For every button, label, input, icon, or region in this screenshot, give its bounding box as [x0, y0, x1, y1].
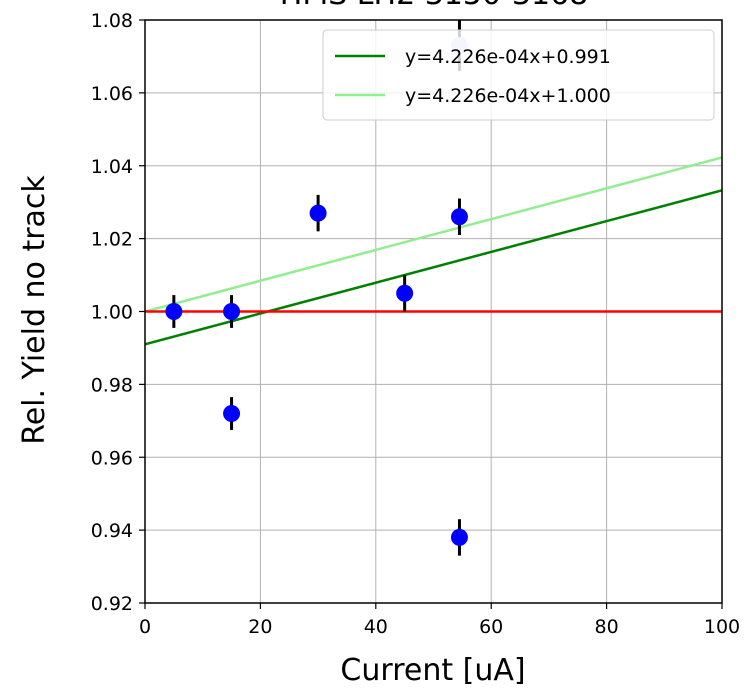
legend: y=4.226e-04x+0.991 y=4.226e-04x+1.000 [322, 29, 715, 121]
x-tick-label: 100 [704, 616, 740, 638]
x-axis-label: Current [uA] [340, 653, 525, 688]
y-tick-label: 0.98 [91, 374, 133, 396]
x-tick-label: 80 [595, 616, 619, 638]
y-tick-label: 1.06 [91, 83, 133, 105]
data-point [223, 303, 241, 320]
legend-label-fit-2: y=4.226e-04x+1.000 [405, 85, 611, 107]
x-tick-label: 0 [139, 616, 151, 638]
fit-line-2 [145, 156, 722, 313]
data-point [396, 284, 414, 302]
y-tick-label: 1.08 [91, 10, 133, 32]
y-tick-label: 1.02 [91, 229, 133, 251]
y-tick-label: 0.92 [91, 593, 133, 615]
y-tick-label: 0.96 [91, 447, 133, 469]
plot-data [145, 20, 722, 556]
legend-label-fit-1: y=4.226e-04x+0.991 [405, 46, 611, 68]
x-tick-label: 60 [479, 616, 503, 638]
y-tick-label: 1.00 [91, 302, 133, 324]
legend-box [322, 29, 715, 121]
x-tick-label: 20 [248, 616, 272, 638]
data-point [165, 303, 183, 320]
chart-title: HMS LH2 3150-3168 [280, 0, 588, 12]
x-tick-label: 40 [364, 616, 388, 638]
y-axis-label: Rel. Yield no track [17, 175, 52, 445]
data-point [223, 405, 241, 423]
data-point [450, 528, 468, 546]
y-tick-label: 0.94 [91, 520, 133, 542]
fit-line-1 [145, 189, 722, 346]
data-point [309, 204, 327, 222]
data-point [450, 208, 468, 226]
axis-ticks: 0 20 40 60 80 100 0.92 0.94 0.96 0.98 1.00 1.02 1.04… [91, 10, 740, 638]
y-tick-label: 1.04 [91, 156, 133, 178]
